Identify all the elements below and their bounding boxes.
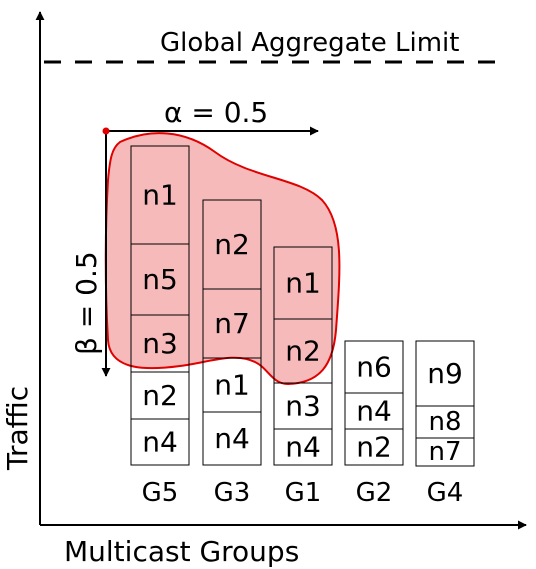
group-label: G2 xyxy=(356,478,393,508)
node-label: n9 xyxy=(427,357,463,390)
node-label: n2 xyxy=(356,431,392,464)
node-label: n7 xyxy=(214,307,250,340)
node-label: n2 xyxy=(285,335,321,368)
y-axis-label: Traffic xyxy=(1,386,34,471)
beta-label: β = 0.5 xyxy=(70,251,103,355)
node-label: n1 xyxy=(285,267,321,300)
global-limit-label: Global Aggregate Limit xyxy=(160,28,459,58)
node-box xyxy=(273,428,333,466)
node-label: n5 xyxy=(142,263,178,296)
node-label: n7 xyxy=(428,437,461,467)
node-box xyxy=(415,437,475,467)
x-axis-label: Multicast Groups xyxy=(64,535,299,568)
group-column-g3: n2 n7 n1 n4 G3 xyxy=(202,199,262,508)
node-box xyxy=(344,428,404,466)
node-label: n2 xyxy=(214,228,250,261)
node-label: n3 xyxy=(285,390,321,423)
origin-dot xyxy=(102,127,110,135)
node-label: n6 xyxy=(356,351,392,384)
group-label: G4 xyxy=(427,478,464,508)
group-label: G5 xyxy=(142,478,179,508)
group-column-g1: n1 n2 n3 n4 G1 xyxy=(273,246,333,508)
node-label: n4 xyxy=(214,422,250,455)
node-label: n8 xyxy=(428,407,461,437)
node-label: n1 xyxy=(214,369,250,402)
node-box xyxy=(130,418,190,466)
node-label: n3 xyxy=(142,327,178,360)
node-label: n4 xyxy=(285,431,321,464)
group-column-g5: n1 n5 n3 n2 n4 G5 xyxy=(130,145,190,508)
node-label: n4 xyxy=(142,426,178,459)
node-label: n1 xyxy=(142,179,178,212)
node-label: n4 xyxy=(356,395,392,428)
node-label: n2 xyxy=(142,379,178,412)
group-label: G3 xyxy=(214,478,251,508)
group-columns: n1n5n3n2n4G5n2n7n1n4G3n1n2n3n4G1n6n4n2G2… xyxy=(130,145,475,508)
group-label: G1 xyxy=(285,478,322,508)
node-box xyxy=(202,411,262,466)
alpha-label: α = 0.5 xyxy=(164,96,268,129)
